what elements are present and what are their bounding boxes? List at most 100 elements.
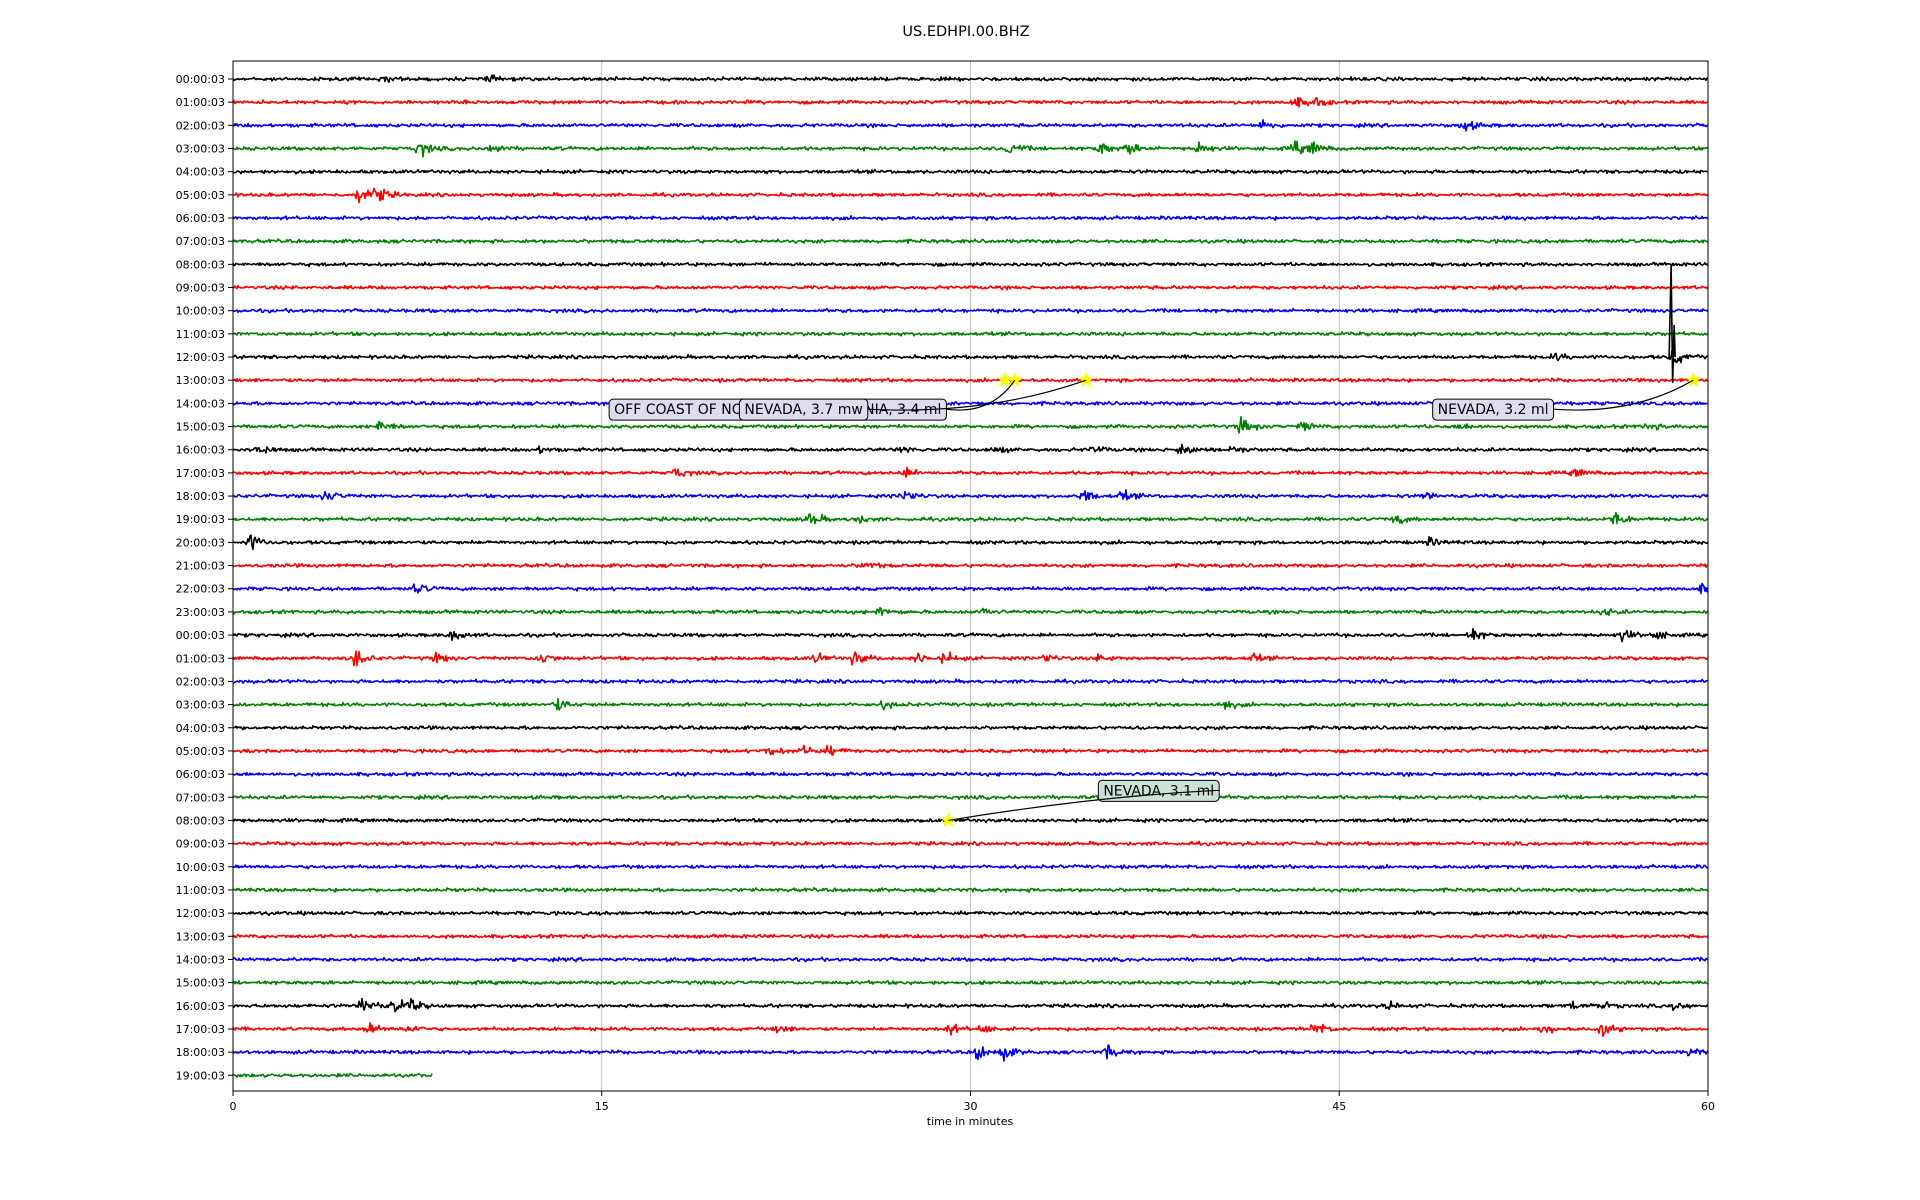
- y-tick-label: 21:00:03: [176, 560, 225, 573]
- annotation-label: NEVADA, 3.1 ml: [1103, 783, 1214, 799]
- y-tick-label: 12:00:03: [176, 351, 225, 364]
- y-tick-label: 08:00:03: [176, 814, 225, 827]
- annotation-label: NEVADA, 3.7 mw: [744, 402, 862, 418]
- trace-row: [232, 771, 1709, 778]
- trace-row: [232, 678, 1709, 685]
- x-tick-label: 30: [964, 1100, 978, 1113]
- trace-row: [232, 627, 1709, 643]
- annotation-label: NEVADA, 3.2 ml: [1438, 402, 1549, 418]
- y-tick-label: 03:00:03: [176, 699, 225, 712]
- y-tick-label: 09:00:03: [176, 838, 225, 851]
- trace-row: [232, 488, 1709, 501]
- trace-row: [232, 96, 1709, 108]
- y-tick-label: 10:00:03: [176, 305, 225, 318]
- y-tick-label: 00:00:03: [176, 629, 225, 642]
- event-star: [1077, 371, 1095, 388]
- event-star: [1006, 371, 1024, 388]
- trace-spike: [1668, 265, 1676, 384]
- trace-row: [232, 840, 1709, 847]
- y-tick-label: 16:00:03: [176, 1000, 225, 1013]
- y-tick-label: 22:00:03: [176, 583, 225, 596]
- y-tick-label: 00:00:03: [176, 73, 225, 86]
- y-tick-label: 16:00:03: [176, 444, 225, 457]
- trace-row: [232, 534, 1709, 551]
- y-tick-label: 01:00:03: [176, 96, 225, 109]
- trace-row: [232, 979, 1709, 986]
- trace-row: [232, 330, 1709, 337]
- trace-row: [232, 1072, 433, 1079]
- y-tick-label: 13:00:03: [176, 930, 225, 943]
- y-tick-label: 12:00:03: [176, 907, 225, 920]
- trace-row: [232, 562, 1709, 569]
- y-tick-label: 06:00:03: [176, 768, 225, 781]
- y-tick-label: 03:00:03: [176, 143, 225, 156]
- trace-row: [232, 697, 1709, 711]
- trace-row: [232, 187, 1709, 204]
- annotation-layer: OFF COAST OF NORTHERN CALIFORNIA, 3.4 ml…: [608, 379, 1694, 822]
- y-tick-label: 07:00:03: [176, 235, 225, 248]
- chart-title: US.EDHPI.00.BHZ: [902, 24, 1029, 40]
- y-tick-label: 09:00:03: [176, 282, 225, 295]
- event-star: [1684, 371, 1702, 388]
- trace-layer: [232, 74, 1709, 1079]
- event-star: [940, 811, 957, 828]
- y-tick-label: 14:00:03: [176, 953, 225, 966]
- y-tick-label: 10:00:03: [176, 861, 225, 874]
- y-tick-label: 01:00:03: [176, 652, 225, 665]
- annotation-connector: [948, 789, 1220, 822]
- y-tick-label: 20:00:03: [176, 536, 225, 549]
- x-tick-label: 0: [230, 1100, 237, 1113]
- trace-row: [232, 119, 1709, 132]
- y-tick-label: 17:00:03: [176, 1023, 225, 1036]
- y-tick-label: 11:00:03: [176, 884, 225, 897]
- annotation-connector: [1553, 379, 1694, 411]
- trace-row: [232, 956, 1709, 963]
- event-annotation: NEVADA, 3.1 ml: [948, 779, 1220, 822]
- trace-row: [232, 238, 1709, 245]
- trace-row: [232, 349, 1709, 364]
- trace-row: [232, 794, 1709, 801]
- trace-row: [232, 1022, 1709, 1038]
- trace-row: [232, 997, 1709, 1013]
- y-tick-label: 14:00:03: [176, 397, 225, 410]
- trace-row: [232, 415, 1709, 434]
- y-tick-label: 11:00:03: [176, 328, 225, 341]
- y-tick-label: 18:00:03: [176, 490, 225, 503]
- event-annotation: NEVADA, 3.2 ml: [1432, 379, 1694, 421]
- x-tick-label: 45: [1332, 1100, 1346, 1113]
- trace-row: [232, 863, 1709, 870]
- trace-row: [232, 140, 1709, 158]
- y-tick-label: 07:00:03: [176, 791, 225, 804]
- trace-row: [232, 74, 1709, 83]
- y-tick-label: 05:00:03: [176, 189, 225, 202]
- trace-row: [232, 307, 1709, 314]
- trace-row: [232, 511, 1709, 525]
- trace-row: [232, 1044, 1709, 1062]
- event-layer: [940, 371, 1702, 828]
- y-tick-label: 02:00:03: [176, 119, 225, 132]
- y-tick-label: 05:00:03: [176, 745, 225, 758]
- y-tick-label: 04:00:03: [176, 166, 225, 179]
- x-axis-label: time in minutes: [927, 1115, 1014, 1128]
- y-tick-label: 19:00:03: [176, 513, 225, 526]
- y-tick-label: 18:00:03: [176, 1046, 225, 1059]
- y-tick-label: 04:00:03: [176, 722, 225, 735]
- trace-row: [232, 910, 1709, 917]
- y-tick-label: 23:00:03: [176, 606, 225, 619]
- trace-row: [232, 284, 1709, 291]
- annotation-connector: [867, 379, 1087, 411]
- grid-layer: [601, 61, 1340, 1091]
- trace-row: [232, 724, 1709, 731]
- trace-row: [232, 168, 1709, 175]
- trace-row: [232, 606, 1709, 617]
- trace-row: [232, 744, 1709, 756]
- x-tick-labels: 0 15 30 45 60: [230, 1091, 1715, 1113]
- trace-row: [232, 443, 1709, 455]
- event-annotation: NEVADA, 3.7 mw: [738, 379, 1087, 421]
- y-tick-label: 17:00:03: [176, 467, 225, 480]
- trace-row: [232, 933, 1709, 940]
- y-tick-label: 02:00:03: [176, 675, 225, 688]
- y-tick-label: 06:00:03: [176, 212, 225, 225]
- trace-row: [232, 215, 1709, 222]
